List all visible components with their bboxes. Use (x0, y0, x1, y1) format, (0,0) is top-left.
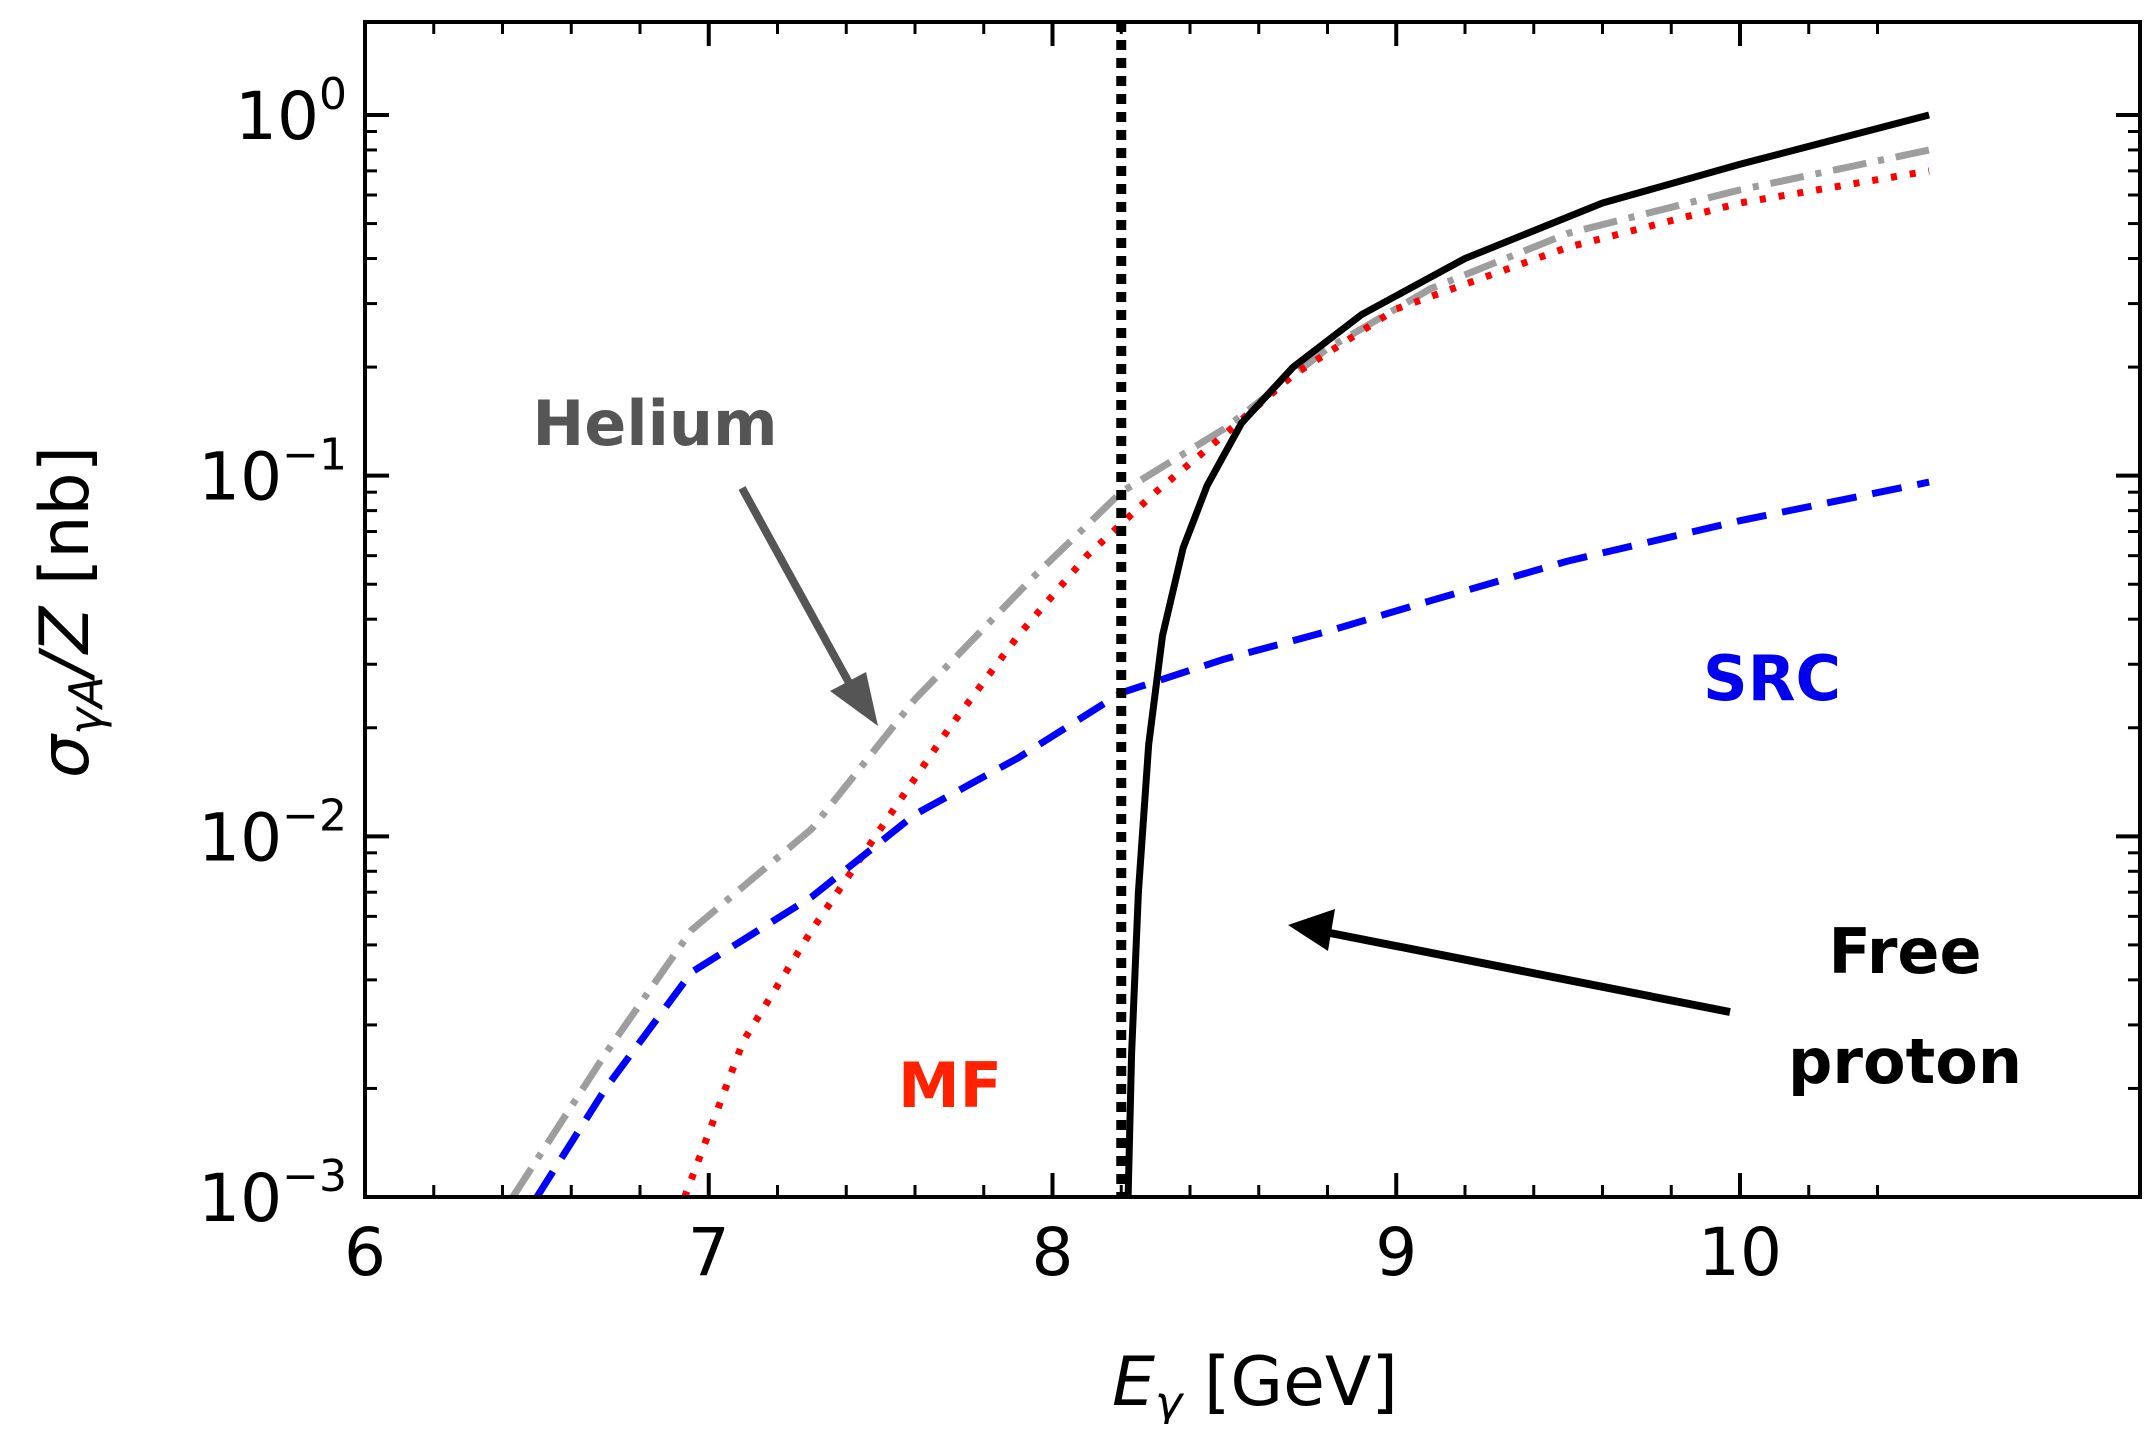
x-axis-title-unit: [GeV] (1182, 1343, 1398, 1422)
series-layer (509, 22, 1930, 1197)
x-axis-title-main: E (1112, 1343, 1155, 1422)
y-tick-label-1: 10−2 (198, 790, 347, 876)
y-axis-title: σγA/Z [nb] (26, 446, 113, 778)
y-axis-title-main: σ (26, 733, 105, 778)
x-axis-title: Eγ [GeV] (1112, 1343, 1398, 1424)
y-tick-label-3: 100 (235, 69, 347, 155)
x-tick-label-0: 6 (344, 1214, 386, 1291)
annotation-free: Free (1828, 915, 1981, 988)
y-tick-label-0: 10−3 (198, 1151, 347, 1237)
x-tick-label-1: 7 (688, 1214, 730, 1291)
y-axis-title-unit: [nb] (26, 446, 105, 607)
x-tick-label-2: 8 (1032, 1214, 1074, 1291)
helium-arrow-shaft (738, 486, 857, 692)
x-axis-title-sub: γ (1155, 1376, 1185, 1424)
annotation-src: SRC (1703, 642, 1841, 715)
helium-arrow-head (830, 672, 878, 726)
annotation-mf: MF (898, 1049, 1002, 1122)
arrow-layer (738, 486, 1731, 1016)
series-line-2 (533, 478, 1930, 1197)
y-axis-title-sub: γA (59, 676, 113, 735)
series-line-0 (509, 146, 1930, 1197)
series-line-3 (1124, 111, 1930, 1197)
x-tick-label-3: 9 (1375, 1214, 1417, 1291)
y-tick-label-2: 10−1 (198, 430, 347, 516)
annotation-proton: proton (1788, 1025, 2022, 1098)
y-axis-title-rest: /Z (26, 605, 105, 681)
plot-frame (363, 20, 2142, 1199)
x-tick-label-4: 10 (1698, 1214, 1782, 1291)
proton-arrow-head (1288, 909, 1335, 951)
annotation-helium: Helium (532, 387, 777, 460)
proton-arrow-shaft (1324, 928, 1731, 1016)
tick-layer: 6 7 8 9 10 10−3 10−2 10−1 100 (198, 22, 2140, 1291)
